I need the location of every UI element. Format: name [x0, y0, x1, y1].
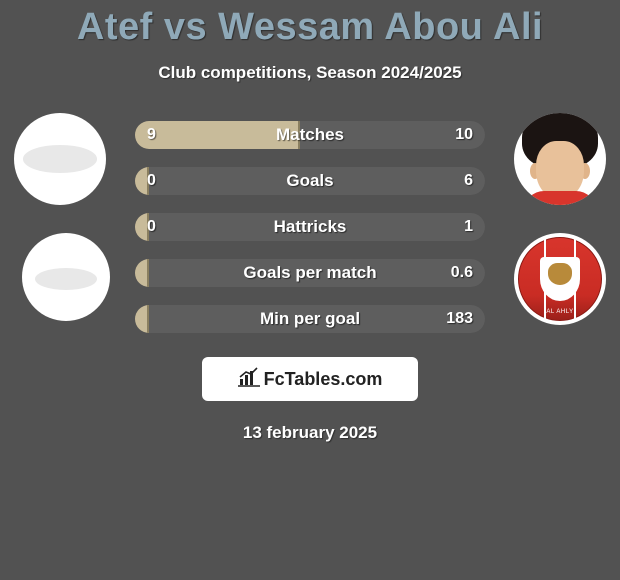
stat-bar: 06Goals [135, 167, 485, 195]
bar-stat-label: Goals per match [135, 259, 485, 287]
stat-bar: 910Matches [135, 121, 485, 149]
stat-bar: 0.6Goals per match [135, 259, 485, 287]
footer-date: 13 february 2025 [0, 423, 620, 443]
right-club-badge: AL AHLY [514, 233, 606, 325]
left-player-avatar [14, 113, 106, 205]
bar-stat-label: Goals [135, 167, 485, 195]
bar-stat-label: Matches [135, 121, 485, 149]
stat-bar: 183Min per goal [135, 305, 485, 333]
brand-logo: FcTables.com [202, 357, 418, 401]
chart-icon [238, 367, 260, 392]
right-player-column: AL AHLY [504, 113, 616, 353]
bar-stat-label: Hattricks [135, 213, 485, 241]
stat-bars: 910Matches 06Goals 01Hattricks 0.6Goals per… [135, 121, 485, 351]
right-player-avatar [514, 113, 606, 205]
comparison-title: Atef vs Wessam Abou Ali [0, 0, 620, 49]
left-club-badge [22, 233, 110, 321]
bar-stat-label: Min per goal [135, 305, 485, 333]
brand-text: FcTables.com [264, 369, 383, 390]
stat-bar: 01Hattricks [135, 213, 485, 241]
left-player-column [4, 113, 116, 349]
comparison-content: AL AHLY 910Matches 06Goals 01Hattricks 0.6G… [0, 113, 620, 343]
comparison-subtitle: Club competitions, Season 2024/2025 [0, 63, 620, 83]
